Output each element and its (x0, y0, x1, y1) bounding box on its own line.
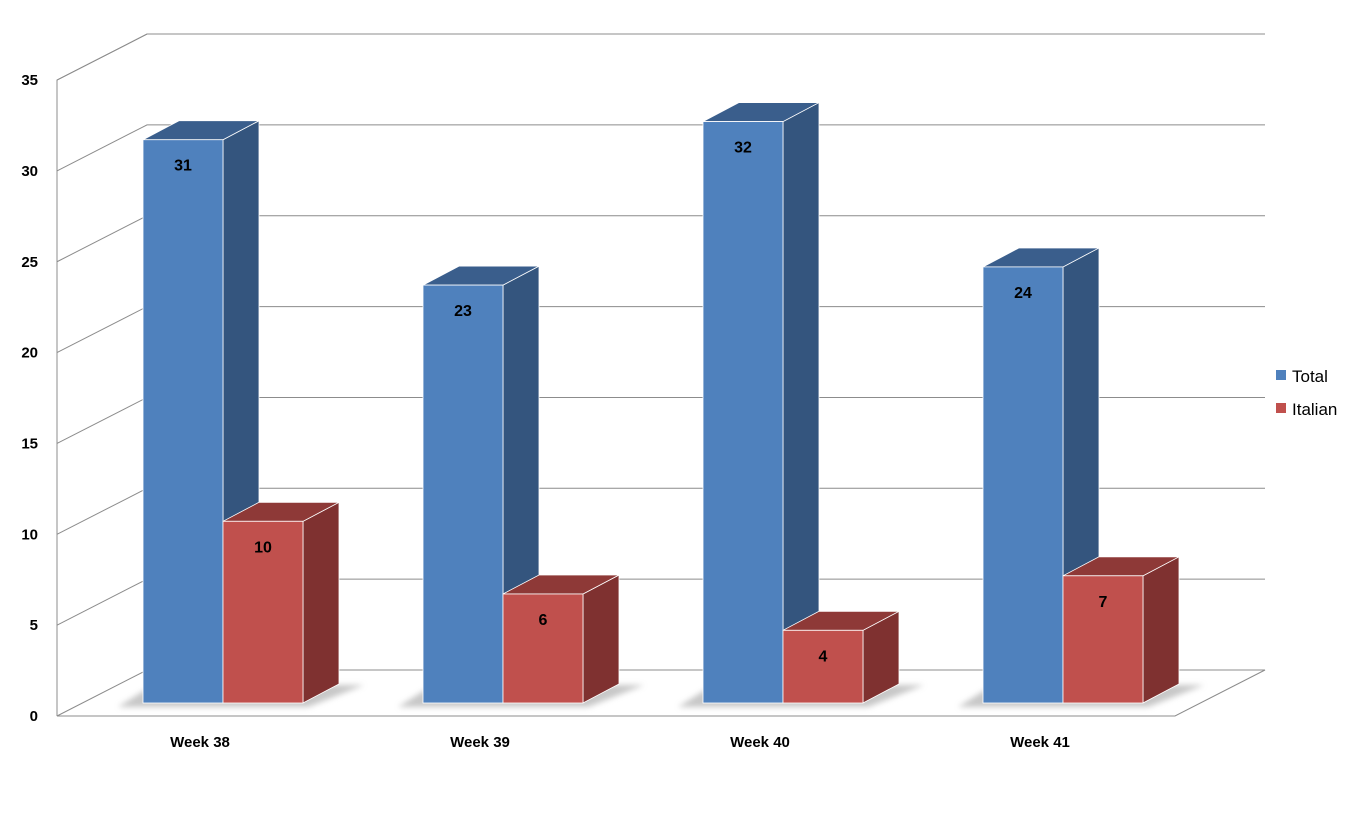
gridline (56, 124, 1265, 172)
y-tick-label: 0 (30, 708, 38, 725)
y-tick-label: 10 (21, 526, 38, 543)
bar-side (582, 574, 620, 704)
legend-swatch (1276, 403, 1286, 413)
bar-italian-week-39 (502, 574, 620, 704)
legend-item-total: Total (1276, 367, 1328, 386)
data-label: 6 (539, 612, 548, 629)
bar-italian-week-41 (1062, 556, 1180, 704)
legend-label: Total (1292, 367, 1328, 386)
data-label: 24 (1014, 285, 1032, 302)
bar-front (222, 520, 304, 704)
floor-outline (56, 669, 1266, 717)
bar-total-week-40 (702, 101, 820, 704)
gridline (56, 33, 1265, 81)
bar-side (302, 501, 340, 704)
data-labels: 31 10 23 6 32 4 24 7 (174, 140, 1107, 666)
bars (142, 101, 1180, 704)
bar-side (1142, 556, 1180, 704)
x-category-label: Week 40 (730, 734, 790, 751)
bar-front (422, 284, 504, 704)
bar-italian-week-38 (222, 501, 340, 704)
y-tick-label: 5 (30, 617, 38, 634)
bar-front (502, 593, 584, 704)
bar-front (1062, 575, 1144, 704)
bar-side (782, 101, 820, 704)
data-label: 23 (454, 303, 472, 320)
legend-label: Italian (1292, 400, 1337, 419)
y-tick-label: 20 (21, 345, 38, 362)
bar-front (142, 139, 224, 704)
data-label: 10 (254, 539, 272, 556)
legend-item-italian: Italian (1276, 400, 1337, 419)
x-category-label: Week 38 (170, 734, 230, 751)
y-tick-label: 35 (21, 72, 38, 89)
x-category-label: Week 39 (450, 734, 510, 751)
legend: Total Italian (1276, 367, 1337, 419)
bar-front (982, 266, 1064, 704)
data-label: 31 (174, 158, 192, 175)
data-label: 7 (1099, 594, 1108, 611)
bar-total-week-38 (142, 120, 260, 704)
y-tick-label: 15 (21, 435, 38, 452)
legend-swatch (1276, 370, 1286, 380)
data-label: 4 (819, 648, 828, 665)
bar-italian-week-40 (782, 610, 900, 704)
y-tick-label: 30 (21, 163, 38, 180)
data-label: 32 (734, 140, 752, 157)
side-wall-edge (56, 33, 148, 716)
bar-front (702, 121, 784, 704)
y-axis-ticks: 0 5 10 15 20 25 30 35 (21, 72, 38, 725)
x-category-label: Week 41 (1010, 734, 1070, 751)
x-axis-categories: Week 38 Week 39 Week 40 Week 41 (170, 734, 1070, 751)
y-tick-label: 25 (21, 254, 38, 271)
bar-front (782, 629, 864, 704)
